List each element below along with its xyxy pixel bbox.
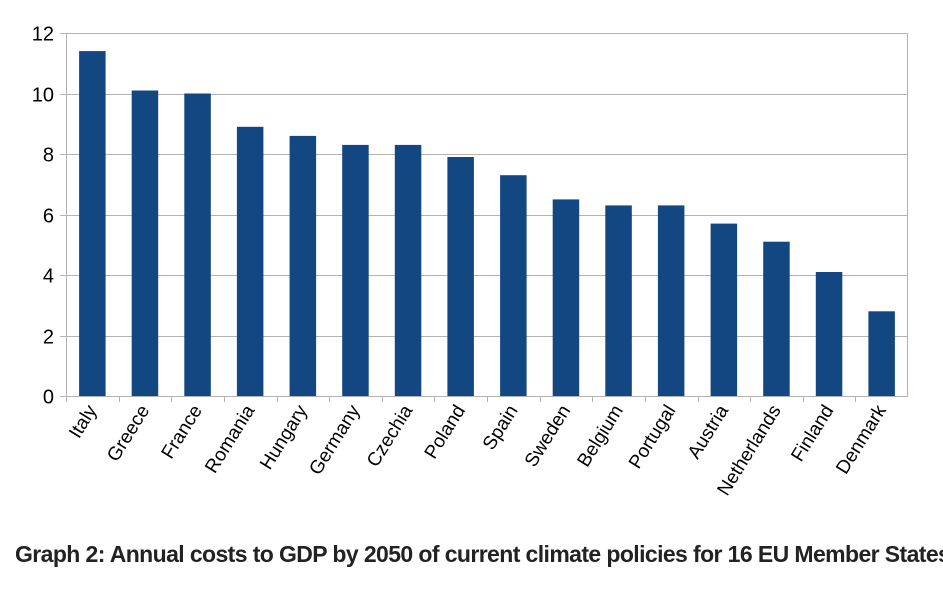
bar-romania [236,126,264,397]
y-tick-label: 10 [32,85,54,107]
bar-italy [79,51,106,396]
bar-spain [500,175,527,396]
x-tick-label: Sweden [521,402,575,471]
bar-belgium [605,205,632,396]
x-tick-label: Czechia [363,401,417,471]
bar-portugal [657,205,685,396]
bar-denmark [868,311,895,396]
y-tick-label: 4 [43,266,54,288]
x-tick-label: Austria [684,401,733,463]
x-tick-label: Greece [103,402,154,466]
x-tick-label: Romania [201,401,259,477]
y-tick-label: 8 [43,145,54,167]
bar-greece [131,90,159,396]
bar-finland [815,272,843,396]
y-tick-labels: 0 2 4 6 8 10 12 [32,24,54,409]
x-tick-label: Poland [421,402,470,463]
x-tick-labels: Italy Greece FranceRomaniaHungaryGermanyCz… [65,401,891,499]
x-tick-label: Spain [479,402,523,454]
bar-poland [447,157,474,396]
bar-austria [710,223,738,396]
axes [66,33,908,402]
y-tick-label: 2 [43,327,54,349]
y-tick-label: 6 [43,206,54,228]
y-tick-label: 12 [32,24,54,46]
x-tick-label: Portugal [625,402,680,473]
bar-france [184,93,211,396]
chart-caption: Graph 2: Annual costs to GDP by 2050 of … [15,541,943,567]
bar-sweden [552,199,580,396]
bar-netherlands [763,241,790,396]
x-tick-label: France [158,402,207,463]
x-tick-label: Belgium [574,402,628,471]
bar-czechia [394,144,422,396]
x-tick-label: Finland [787,402,838,466]
y-tick-label: 0 [43,387,54,409]
bar-chart: 0 2 4 6 8 10 12 Italy Greece FranceRomaniaHungar… [32,24,908,500]
bar-germany [342,144,369,396]
x-tick-label: Hungary [256,401,312,473]
bar-hungary [289,135,317,396]
x-tick-label: Denmark [832,401,891,478]
x-tick-label: Italy [65,401,102,442]
x-tick-label: Germany [305,401,364,479]
bars [79,51,895,397]
